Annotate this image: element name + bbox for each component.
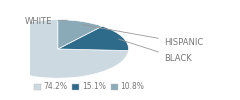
Text: BLACK: BLACK xyxy=(119,39,192,63)
Wedge shape xyxy=(0,20,128,78)
Text: HISPANIC: HISPANIC xyxy=(82,25,203,47)
Wedge shape xyxy=(58,20,102,49)
Legend: 74.2%, 15.1%, 10.8%: 74.2%, 15.1%, 10.8% xyxy=(34,82,144,91)
Wedge shape xyxy=(58,26,129,51)
Text: WHITE: WHITE xyxy=(25,17,67,26)
